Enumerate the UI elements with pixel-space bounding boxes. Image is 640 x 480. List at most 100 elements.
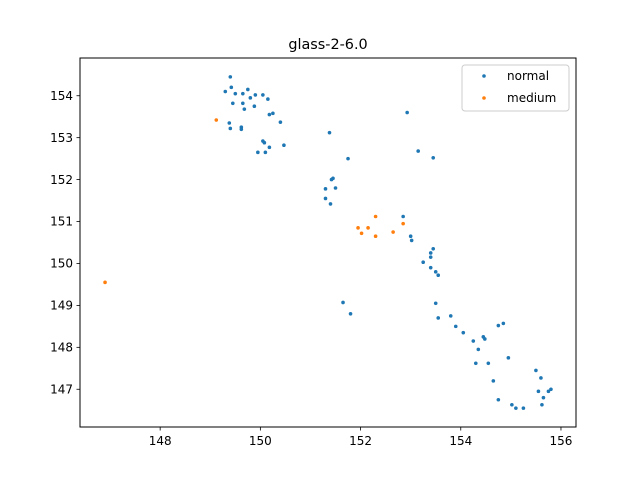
- data-point-normal: [483, 337, 487, 341]
- data-point-normal: [348, 311, 353, 316]
- data-point-normal: [333, 186, 338, 190]
- data-point-normal: [473, 361, 478, 366]
- data-point-normal: [242, 107, 247, 111]
- data-point-normal: [428, 265, 433, 270]
- y-tick-label: 153: [50, 131, 73, 145]
- y-tick-label: 154: [50, 89, 73, 103]
- data-point-normal: [346, 156, 350, 161]
- data-point-normal: [501, 321, 506, 326]
- y-tick-label: 148: [50, 341, 73, 355]
- data-point-normal: [267, 112, 272, 117]
- x-tick-label: 156: [550, 434, 573, 448]
- data-point-normal: [401, 214, 405, 219]
- legend-box: [461, 64, 570, 112]
- data-point-normal: [329, 177, 334, 182]
- x-tick-label: 154: [449, 434, 472, 448]
- data-point-normal: [405, 110, 409, 115]
- data-point-normal: [327, 130, 332, 135]
- data-point-medium: [366, 226, 370, 230]
- axes-frame: [79, 57, 577, 428]
- data-point-normal: [227, 121, 232, 125]
- data-point-medium: [359, 231, 364, 236]
- data-point-normal: [239, 127, 244, 132]
- data-point-medium: [373, 234, 378, 239]
- x-axis: 148 150 152 154 156: [149, 427, 573, 448]
- data-point-normal: [267, 145, 272, 150]
- data-point-normal: [453, 324, 458, 329]
- y-tick-label: 149: [50, 299, 73, 313]
- x-tick-label: 150: [249, 434, 272, 448]
- data-point-normal: [256, 150, 260, 155]
- data-point-normal: [461, 330, 466, 335]
- data-point-medium: [401, 221, 405, 226]
- data-point-normal: [506, 356, 511, 360]
- data-point-medium: [356, 226, 360, 230]
- y-tick-label: 147: [50, 382, 73, 396]
- data-point-normal: [233, 91, 238, 96]
- data-point-normal: [271, 111, 275, 116]
- data-point-normal: [486, 361, 491, 366]
- data-point-normal: [252, 104, 257, 109]
- data-point-normal: [428, 255, 433, 259]
- data-point-normal: [546, 389, 551, 394]
- y-tick-label: 151: [50, 215, 73, 229]
- legend-marker-normal: [482, 74, 486, 78]
- data-point-normal: [408, 234, 413, 239]
- data-point-normal: [496, 397, 501, 402]
- data-point-normal: [431, 246, 436, 251]
- data-point-normal: [241, 101, 245, 106]
- data-point-normal: [262, 140, 267, 145]
- data-point-normal: [496, 323, 501, 328]
- data-point-normal: [228, 75, 233, 79]
- data-point-normal: [433, 270, 438, 274]
- data-point-normal: [476, 347, 481, 352]
- data-point-normal: [263, 150, 268, 155]
- legend: normal medium: [461, 64, 570, 112]
- data-point-normal: [229, 85, 234, 90]
- data-point-medium: [103, 280, 107, 285]
- data-point-normal: [534, 368, 538, 373]
- data-point-normal: [278, 120, 283, 124]
- data-point-normal: [540, 402, 544, 407]
- legend-marker-medium: [482, 96, 486, 100]
- data-point-normal: [253, 93, 258, 97]
- data-point-normal: [248, 96, 253, 100]
- data-point-normal: [541, 395, 546, 400]
- y-tick-label: 150: [50, 257, 73, 271]
- plot-points: [103, 75, 553, 410]
- data-point-normal: [241, 91, 245, 96]
- legend-label-medium: medium: [507, 91, 556, 105]
- data-point-normal: [431, 155, 436, 160]
- data-point-normal: [448, 314, 453, 318]
- data-point-normal: [471, 339, 476, 343]
- data-point-normal: [436, 273, 441, 278]
- data-point-normal: [266, 97, 270, 101]
- data-point-normal: [491, 379, 496, 383]
- data-point-normal: [416, 149, 420, 153]
- y-axis: 147 148 149 150 151 152 153 154: [50, 89, 80, 396]
- x-tick-label: 152: [349, 434, 372, 448]
- data-point-normal: [549, 387, 553, 392]
- data-point-normal: [510, 402, 514, 407]
- data-point-normal: [436, 316, 441, 320]
- data-point-medium: [391, 230, 395, 234]
- y-tick-label: 152: [50, 173, 73, 187]
- data-point-normal: [536, 389, 541, 394]
- data-point-normal: [421, 260, 425, 265]
- x-tick-label: 148: [149, 434, 172, 448]
- data-point-normal: [246, 87, 250, 92]
- data-point-medium: [373, 214, 378, 219]
- data-point-medium: [214, 118, 219, 122]
- data-point-normal: [323, 187, 328, 191]
- chart-title: glass-2-6.0: [288, 37, 367, 53]
- data-point-normal: [409, 238, 414, 243]
- data-point-normal: [433, 301, 438, 306]
- data-point-normal: [282, 143, 286, 148]
- legend-label-normal: normal: [507, 69, 549, 83]
- data-point-normal: [223, 89, 228, 94]
- data-point-normal: [323, 196, 328, 201]
- data-point-normal: [521, 406, 526, 410]
- data-point-normal: [514, 406, 518, 410]
- data-point-normal: [428, 251, 433, 255]
